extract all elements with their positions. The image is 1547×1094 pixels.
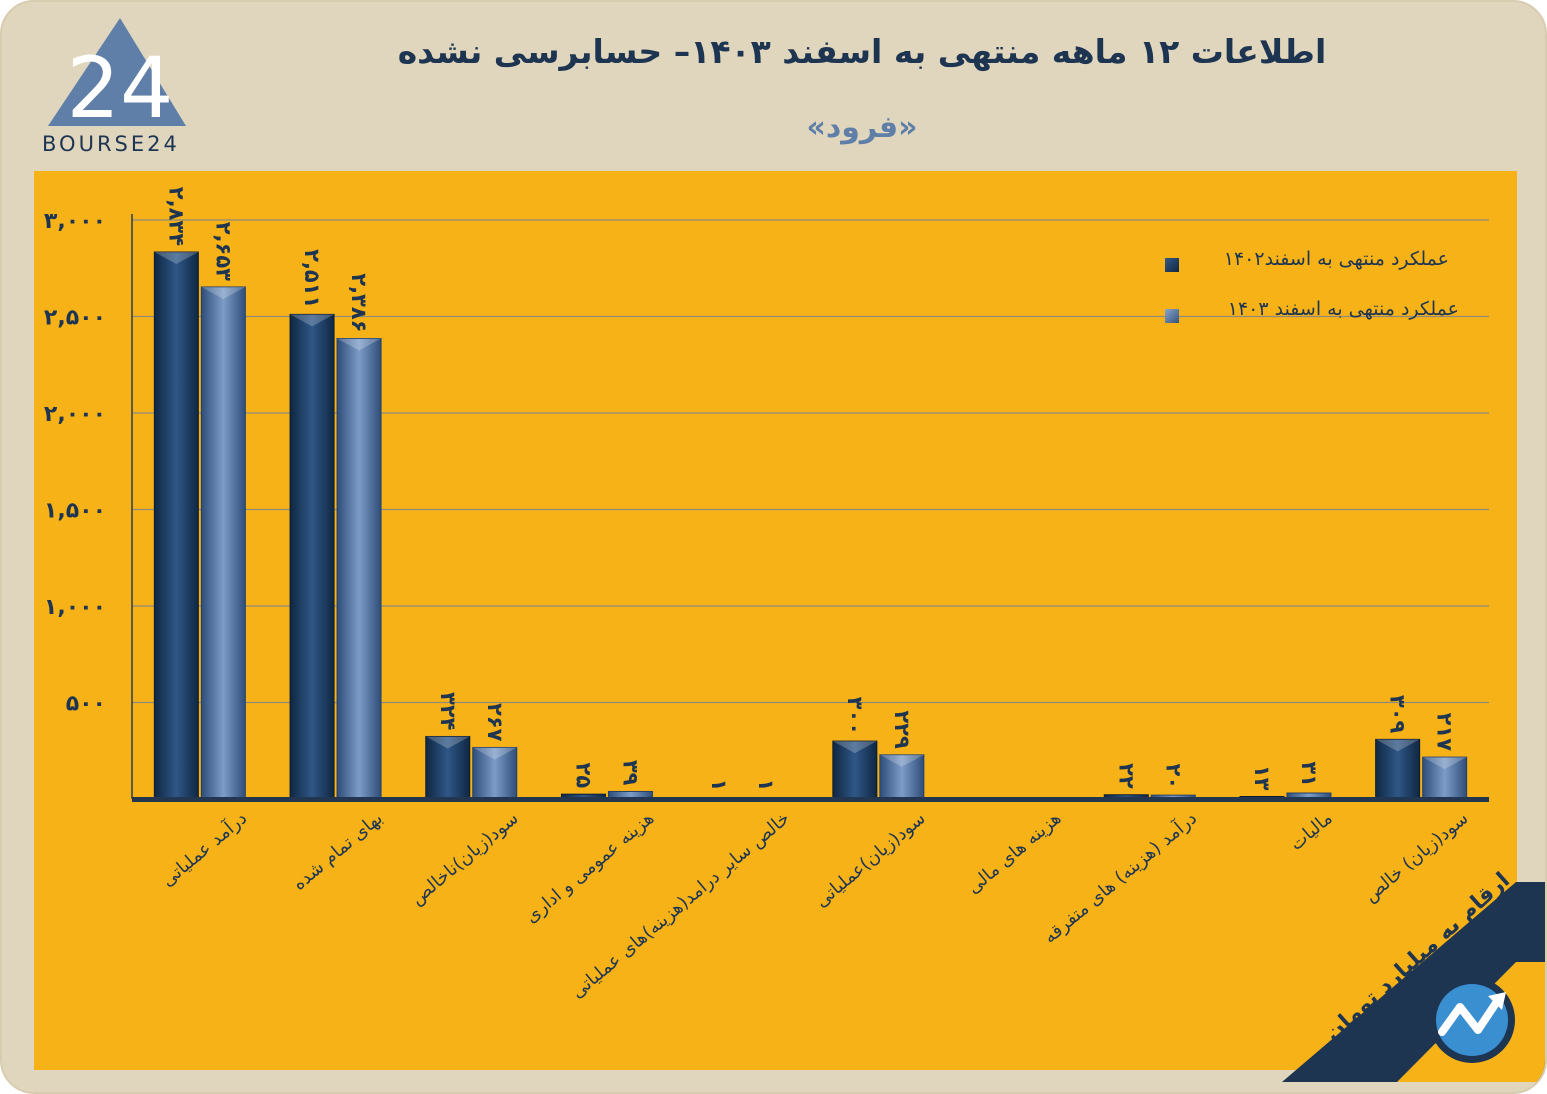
legend-item-1402: عملکرد منتهی به اسفند۱۴۰۲ (1224, 248, 1449, 270)
data-label: ۲۵ (571, 763, 595, 789)
page-title: اطلاعات ۱۲ ماهه منتهی به اسفند ۱۴۰۳– حسا… (397, 32, 1327, 71)
legend-swatch-1403-icon (1165, 309, 1179, 323)
bar-bevel (337, 338, 382, 351)
bar-1402 (153, 251, 199, 800)
legend-swatch-1402-icon (1165, 258, 1179, 272)
category-label: بهای تمام شده (289, 808, 387, 895)
value-label-layer: ۲,۸۳۴ ۲,۶۵۳ ۲,۵۱۱ ۲,۳۸۶ ۳۲۴ ۲۶۷ ۲۵ ۳۹ ۱ ۱ ۳۰۰ ۲۲۹ ۲۲… (164, 187, 1456, 792)
category-label-layer: درآمد عملیاتی بهای تمام شده سود(زیان)ناخال… (156, 806, 1472, 1002)
plot-area (34, 171, 1517, 1070)
bar-1402 (289, 313, 335, 800)
bar-1402 (1375, 738, 1421, 800)
data-label: ۲۶۷ (483, 703, 507, 742)
category-label: سود(زیان) خالص (1360, 808, 1472, 907)
bar-1402 (832, 740, 878, 800)
data-label: ۲,۸۳۴ (164, 187, 188, 246)
svg-text:24: 24 (67, 39, 174, 137)
bar-1403 (1422, 756, 1468, 800)
legend-item-1403: عملکرد منتهی به اسفند ۱۴۰۳ (1228, 298, 1459, 320)
bar-bevel (472, 747, 517, 760)
bar-bevel (832, 741, 877, 754)
bourse24-logo-icon: 24 (48, 18, 186, 137)
bar-layer (153, 251, 1468, 800)
page-subtitle: «فرود» (806, 110, 918, 145)
category-label: خالص سایر درامد(هزینه)های عملیاتی (567, 808, 794, 1003)
logo-text: BOURSE24 (42, 132, 180, 156)
data-label: ۲۲۹ (890, 710, 914, 749)
bar-1403 (336, 338, 382, 800)
data-label: ۲۲ (1114, 763, 1138, 789)
category-label: درآمد عملیاتی (156, 806, 251, 891)
grid-layer (132, 219, 1489, 704)
bar-bevel (879, 754, 924, 767)
category-label: سود(زیان)ناخالص (407, 808, 523, 910)
bar-bevel (1422, 757, 1467, 770)
data-label: ۱۳ (1250, 765, 1274, 791)
x-axis (132, 797, 1489, 802)
unit-note-badge (1282, 882, 1545, 1082)
unit-note-layer: ارقام به میلیارد تومان (1320, 868, 1514, 1047)
bar-1403 (472, 746, 518, 800)
bar-bevel (425, 736, 470, 749)
y-tick-label: ۳,۰۰۰ (44, 209, 106, 234)
data-label: ۱ (707, 779, 731, 792)
category-label: هزینه عمومی و اداری (521, 808, 658, 928)
bar-1403 (879, 754, 925, 800)
bar-bevel (154, 252, 199, 265)
data-label: ۳۹ (618, 760, 642, 786)
bar-bevel (201, 286, 246, 299)
data-label: ۲,۶۵۳ (211, 222, 235, 281)
data-label: ۳۲۴ (436, 692, 460, 731)
data-label: ۲,۵۱۱ (300, 249, 324, 308)
data-label: ۳۰۹ (1386, 695, 1410, 734)
data-label: ۲۱۷ (1433, 713, 1457, 752)
unit-note: ارقام به میلیارد تومان (1320, 868, 1514, 1047)
y-tick-label: ۵۰۰ (66, 692, 106, 717)
category-label: سود(زیان)عملیاتی (811, 808, 929, 912)
y-tick-label: ۲,۰۰۰ (44, 402, 106, 427)
y-tick-label: ۱,۰۰۰ (44, 595, 106, 620)
data-label: ۲۰ (1161, 763, 1185, 789)
data-label: ۳۱ (1297, 761, 1321, 787)
bar-1403 (200, 286, 246, 800)
y-tick-label: ۲,۵۰۰ (44, 306, 106, 331)
bar-bevel (290, 314, 335, 327)
bar-bevel (1375, 739, 1420, 752)
y-tick-label: ۱,۵۰۰ (44, 499, 106, 524)
data-label: ۱ (754, 779, 778, 792)
axis-layer: ۵۰۰ ۱,۰۰۰ ۱,۵۰۰ ۲,۰۰۰ ۲,۵۰۰ ۳,۰۰۰ (44, 209, 1489, 802)
category-label: هزینه های مالی (963, 808, 1065, 898)
data-label: ۳۰۰ (843, 697, 867, 735)
category-label: درآمد (هزینه) های متفرقه (1038, 806, 1201, 948)
legend-label-1402: عملکرد منتهی به اسفند۱۴۰۲ (1223, 248, 1449, 270)
legend-label-1403: عملکرد منتهی به اسفند ۱۴۰۳ (1227, 298, 1459, 320)
data-label: ۲,۳۸۶ (347, 273, 371, 332)
category-label: مالیات (1286, 808, 1337, 855)
